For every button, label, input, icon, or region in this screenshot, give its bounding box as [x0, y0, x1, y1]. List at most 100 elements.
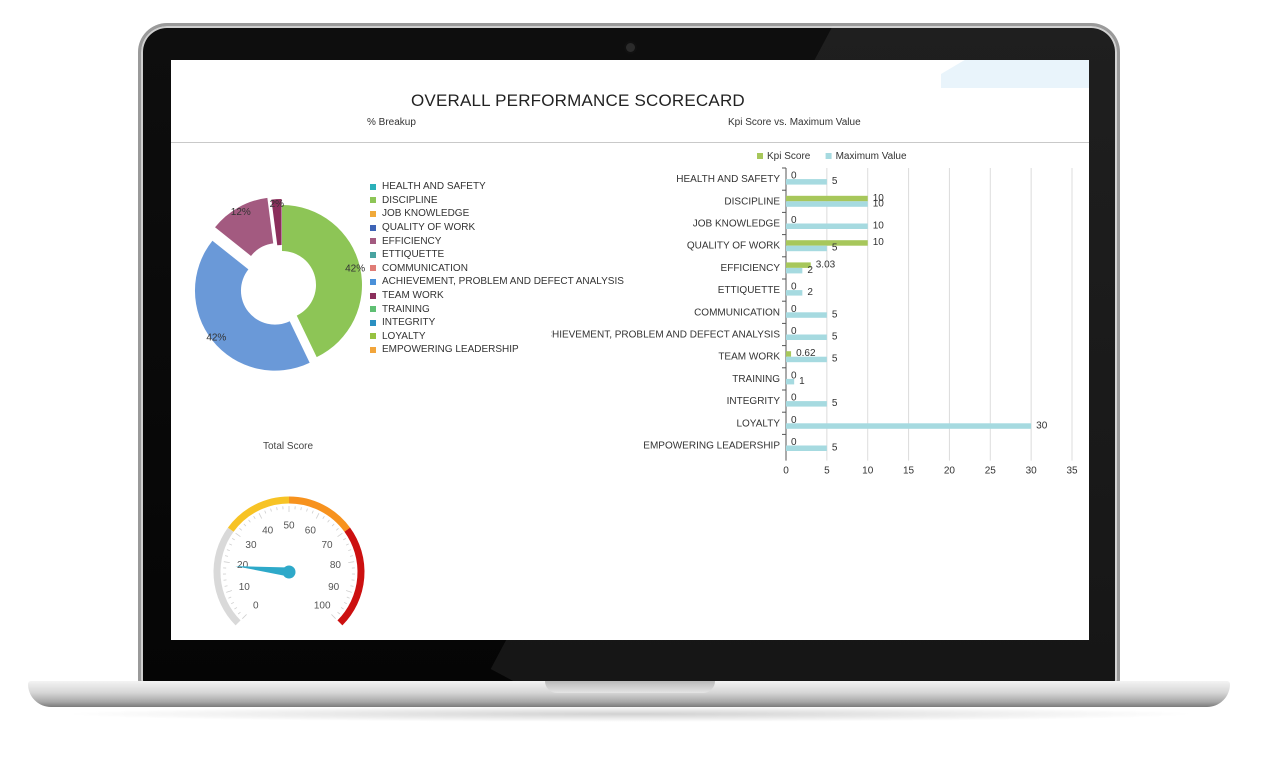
bar-kpi-score-efficiency — [786, 262, 811, 268]
category-label: HEALTH AND SAFETY — [676, 174, 780, 185]
legend-label: ETTIQUETTE — [382, 249, 445, 261]
gauge-tick — [276, 507, 278, 511]
gauge-tick — [337, 611, 341, 615]
bar-value-label: 10 — [873, 237, 885, 248]
bar-maximum-value-health-and-safety — [786, 179, 827, 185]
category-label: ETTIQUETTE — [718, 285, 781, 296]
legend-item[interactable]: HEALTH AND SAFETY — [370, 180, 624, 194]
category-label: TRAINING — [732, 374, 780, 385]
gauge-tick — [258, 513, 263, 519]
bar-value-label: 0 — [791, 326, 797, 337]
legend-label: JOB KNOWLEDGE — [382, 208, 470, 220]
gauge-band — [227, 496, 290, 532]
bar-value-label: 10 — [873, 221, 885, 232]
gauge-tick-label: 30 — [245, 540, 257, 551]
bar-legend-label[interactable]: Maximum Value — [836, 151, 907, 162]
legend-swatch — [370, 197, 376, 204]
bar-value-label: 5 — [832, 332, 838, 343]
bar-maximum-value-achievement-problem-and-defect-analysis — [786, 334, 827, 340]
legend-item[interactable]: INTEGRITY — [370, 316, 624, 330]
bar-legend-label[interactable]: Kpi Score — [767, 151, 811, 162]
gauge-tick-label: 70 — [321, 540, 333, 551]
bar-value-label: 0 — [791, 215, 797, 226]
gauge-tick — [224, 585, 228, 587]
legend-label: QUALITY OF WORK — [382, 222, 476, 234]
gauge-tick — [327, 519, 330, 523]
category-label: COMMUNICATION — [694, 307, 780, 318]
legend-swatch — [370, 319, 376, 326]
gauge-tick — [243, 523, 247, 527]
gauge-tick — [237, 611, 241, 615]
gauge-tick — [239, 528, 243, 531]
gauge-band — [213, 527, 241, 626]
legend-item[interactable]: EMPOWERING LEADERSHIP — [370, 343, 624, 357]
gauge-tick — [248, 519, 251, 523]
pie-slice-quality-of-work — [194, 240, 310, 371]
legend-label: DISCIPLINE — [382, 194, 438, 206]
bar-value-label: 0 — [791, 393, 797, 404]
legend-item[interactable]: COMMUNICATION — [370, 262, 624, 276]
legend-label: COMMUNICATION — [382, 262, 468, 274]
bar-maximum-value-quality-of-work — [786, 245, 827, 252]
bar-value-label: 0 — [791, 304, 797, 315]
legend-item[interactable]: EFFICIENCY — [370, 234, 624, 248]
pie-slice-label: 2% — [270, 199, 285, 210]
legend-swatch — [370, 333, 376, 340]
gauge-tick — [345, 543, 349, 546]
pie-slice-discipline — [282, 205, 363, 358]
legend-item[interactable]: LOYALTY — [370, 330, 624, 344]
pie-slice-label: 42% — [206, 332, 226, 343]
x-tick-label: 30 — [1026, 466, 1038, 477]
bar-value-label: 5 — [832, 354, 838, 365]
gauge-tick — [344, 601, 348, 605]
gauge-tick-label: 40 — [262, 526, 274, 537]
legend-swatch — [370, 183, 376, 190]
category-label: LOYALTY — [736, 418, 780, 429]
gauge-tick-label: 60 — [305, 526, 317, 537]
gauge-tick — [348, 561, 355, 564]
x-tick-label: 15 — [903, 466, 915, 477]
bar-legend-swatch — [757, 153, 763, 159]
legend-item[interactable]: TRAINING — [370, 302, 624, 316]
legend-item[interactable]: DISCIPLINE — [370, 194, 624, 208]
header-divider — [171, 142, 1089, 143]
bar-chart-title: Kpi Score vs. Maximum Value — [728, 117, 861, 128]
bar-value-label: 0 — [791, 415, 797, 426]
bar-legend-swatch — [825, 153, 832, 159]
legend-item[interactable]: TEAM WORK — [370, 289, 624, 303]
category-label: ACHIEVEMENT, PROBLEM AND DEFECT ANALYSIS — [551, 330, 780, 341]
bar-maximum-value-efficiency — [786, 267, 803, 274]
category-label: INTEGRITY — [727, 396, 781, 407]
gauge-tick — [349, 555, 354, 557]
pie-chart-title: % Breakup — [367, 117, 416, 128]
gauge-tick — [315, 513, 320, 519]
gauge-hub — [282, 565, 296, 579]
gauge-tick — [224, 555, 229, 557]
legend-item[interactable]: ETTIQUETTE — [370, 248, 624, 262]
bar-kpi-score-quality-of-work — [786, 240, 868, 246]
bar-value-label: 5 — [832, 309, 838, 320]
gauge-tick-label: 80 — [330, 560, 342, 571]
gauge-tick-label: 0 — [253, 601, 259, 612]
legend-label: EMPOWERING LEADERSHIP — [382, 344, 519, 356]
category-label: EMPOWERING LEADERSHIP — [643, 441, 780, 452]
bar-maximum-value-discipline — [786, 201, 868, 207]
gauge-chart: 010 20 30 40 50 60 70 80 90 100 — [213, 496, 365, 626]
bar-value-label: 0 — [791, 370, 797, 381]
pie-slice-label: 42% — [345, 263, 365, 274]
legend-item[interactable]: ACHIEVEMENT, PROBLEM AND DEFECT ANALYSIS — [370, 275, 624, 289]
camera-icon — [626, 43, 635, 52]
gauge-tick-label: 100 — [314, 601, 331, 612]
gauge-needle — [235, 566, 290, 577]
laptop-shadow — [60, 706, 1200, 722]
legend-item[interactable]: QUALITY OF WORK — [370, 221, 624, 235]
gauge-tick-label: 90 — [328, 582, 340, 593]
bar-kpi-score-team-work — [786, 351, 792, 357]
bar-value-label: 0 — [791, 282, 797, 293]
legend-label: TEAM WORK — [382, 290, 444, 302]
bar-value-label: 1 — [799, 376, 805, 387]
bar-maximum-value-empowering-leadership — [786, 445, 827, 451]
legend-item[interactable]: JOB KNOWLEDGE — [370, 207, 624, 221]
category-label: QUALITY OF WORK — [687, 241, 780, 252]
gauge-tick — [228, 596, 232, 599]
